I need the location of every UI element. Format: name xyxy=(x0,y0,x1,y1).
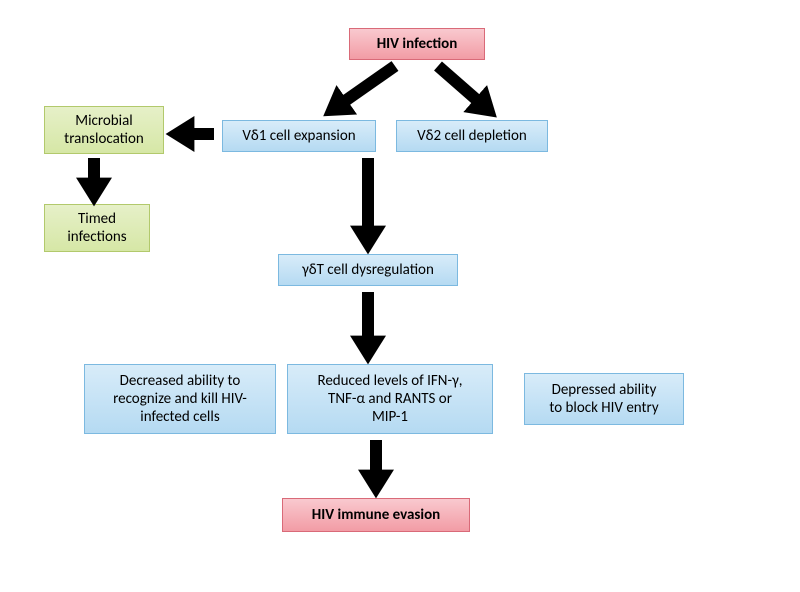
arrows-layer xyxy=(0,0,800,592)
arrow-hiv-to-vd2 xyxy=(438,66,486,108)
arrow-hiv-to-vd1 xyxy=(335,66,395,108)
